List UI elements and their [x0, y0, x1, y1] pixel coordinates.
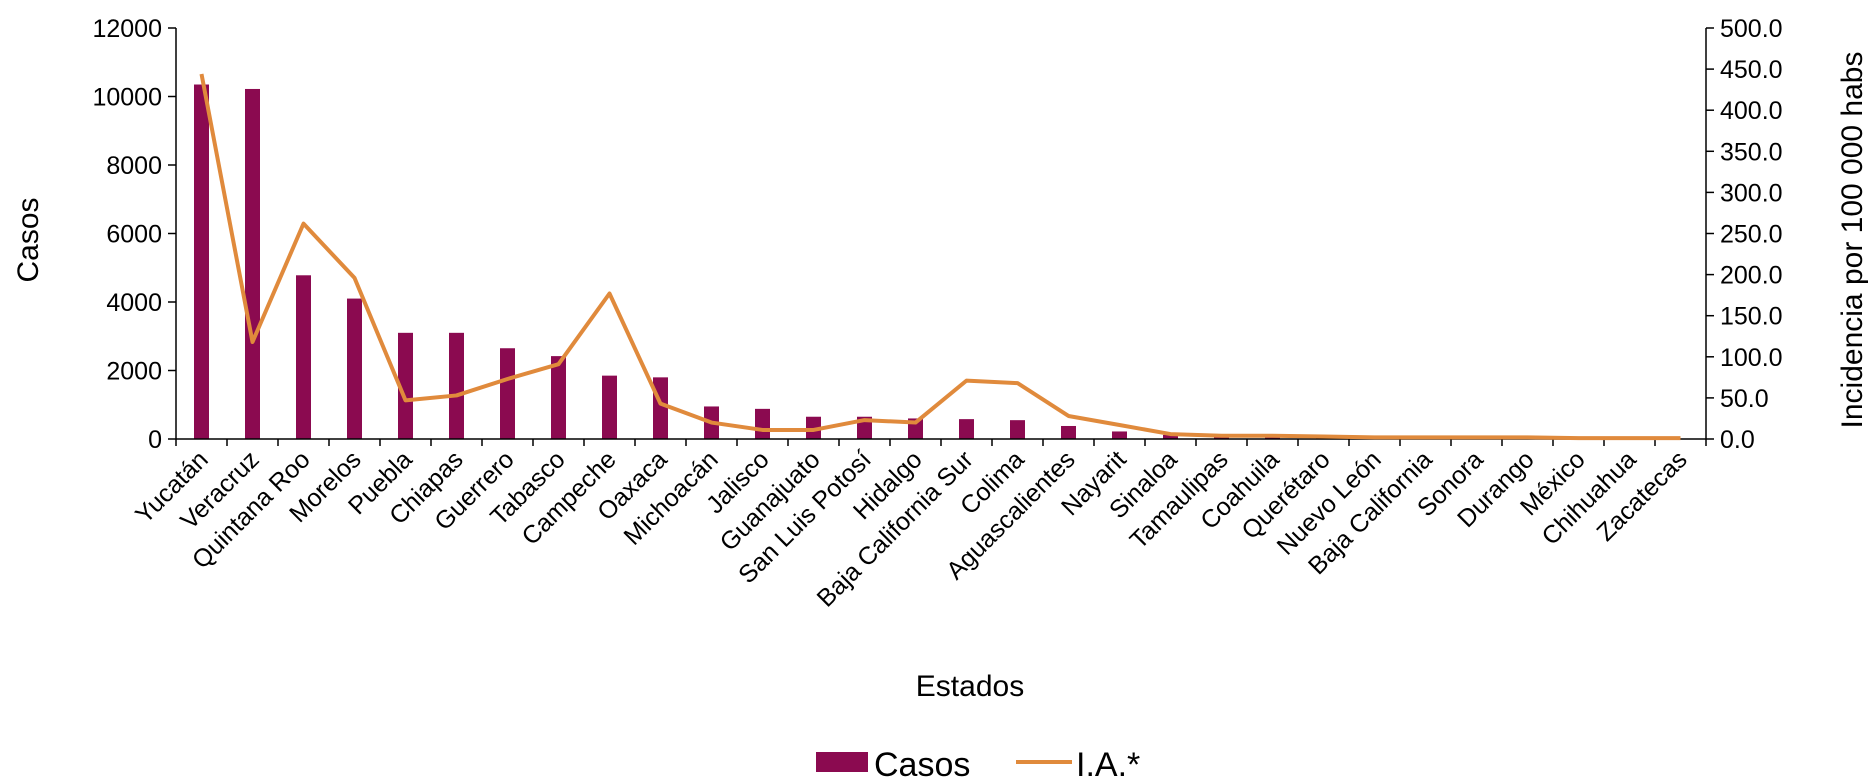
x-axis — [175, 438, 1707, 446]
right-tick-label: 100.0 — [1720, 344, 1783, 372]
casos-bars — [194, 73, 1688, 439]
bar-casos — [806, 416, 821, 439]
right-tick-label: 300.0 — [1720, 179, 1783, 207]
ia-line — [199, 73, 1681, 441]
bar-casos — [551, 356, 566, 439]
legend-casos-label: Casos — [874, 746, 970, 781]
x-axis-title: Estados — [916, 670, 1024, 703]
left-tick-label: 10000 — [92, 84, 162, 112]
bar-casos — [194, 84, 209, 439]
left-tick-label: 0 — [148, 426, 162, 454]
bar-casos — [1214, 436, 1229, 439]
legend: Casos I.A.* — [816, 746, 1140, 781]
left-tick-label: 6000 — [106, 221, 162, 249]
y2-axis-title: Incidencia por 100 000 habs — [1836, 52, 1868, 429]
bar-casos — [296, 275, 311, 439]
bar-casos — [1112, 431, 1127, 439]
right-tick-label: 200.0 — [1720, 262, 1783, 290]
bar-casos — [347, 298, 362, 439]
bar-casos — [398, 332, 413, 439]
bar-casos — [653, 377, 668, 439]
right-tick-label: 400.0 — [1720, 97, 1783, 125]
y-axis-title: Casos — [12, 197, 45, 282]
right-tick-label: 450.0 — [1720, 56, 1783, 84]
bar-casos — [1265, 437, 1280, 439]
left-tick-label: 8000 — [106, 152, 162, 180]
left-tick-label: 2000 — [106, 358, 162, 386]
bar-casos — [755, 408, 770, 439]
left-tick-label: 4000 — [106, 289, 162, 317]
right-tick-label: 150.0 — [1720, 303, 1783, 331]
right-tick-label: 250.0 — [1720, 221, 1783, 249]
bar-casos — [1163, 434, 1178, 439]
legend-ia-label: I.A.* — [1076, 746, 1140, 781]
bar-casos — [959, 419, 974, 439]
bar-casos — [1061, 425, 1076, 439]
legend-casos-swatch — [816, 752, 868, 772]
bar-casos — [602, 375, 617, 439]
right-tick-label: 50.0 — [1720, 385, 1769, 413]
right-tick-label: 0.0 — [1720, 426, 1755, 454]
bar-casos — [1010, 420, 1025, 439]
left-y-axis: 0 2000 4000 6000 8000 10000 12000 — [92, 15, 177, 454]
bar-casos — [245, 88, 260, 439]
right-tick-label: 350.0 — [1720, 138, 1783, 166]
left-tick-label: 12000 — [92, 15, 162, 43]
right-tick-label: 500.0 — [1720, 15, 1783, 43]
bar-casos — [449, 332, 464, 439]
bar-casos — [500, 348, 515, 439]
right-y-axis: 0.0 50.0 100.0 150.0 200.0 250.0 300.0 350.0 400… — [1705, 15, 1783, 454]
